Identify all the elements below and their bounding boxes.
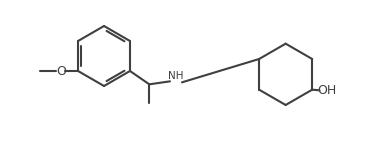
- Text: NH: NH: [168, 71, 184, 81]
- Text: OH: OH: [317, 84, 336, 97]
- Text: O: O: [56, 64, 66, 78]
